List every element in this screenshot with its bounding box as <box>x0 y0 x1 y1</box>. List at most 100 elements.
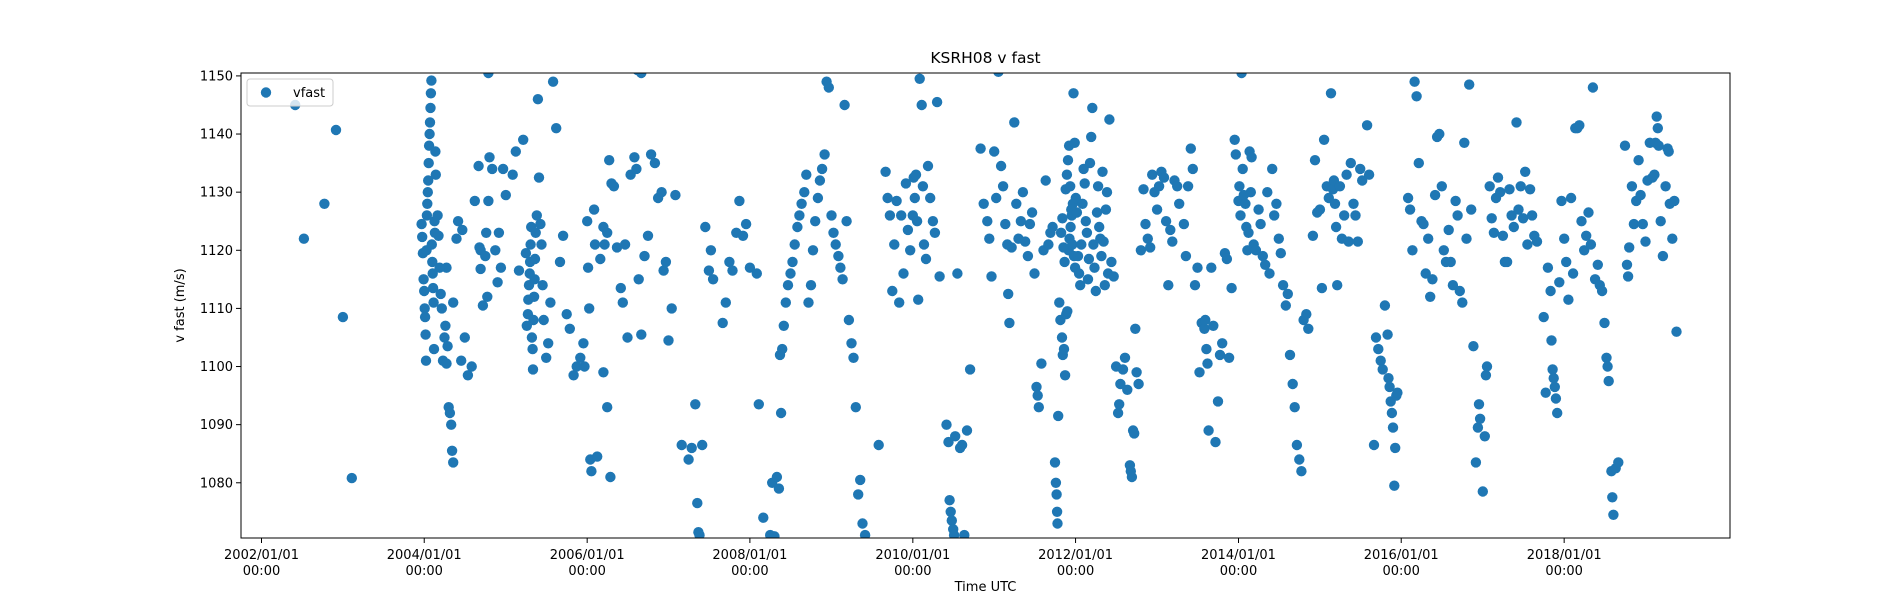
data-point <box>1253 204 1264 215</box>
data-point <box>1357 175 1368 186</box>
data-point <box>599 239 610 250</box>
data-point <box>1004 317 1015 329</box>
data-point <box>448 297 459 308</box>
data-point <box>1495 187 1506 198</box>
data-point <box>1447 280 1459 291</box>
data-point <box>1119 352 1131 363</box>
data-point <box>1608 509 1619 520</box>
data-point <box>1567 268 1579 279</box>
data-point <box>1363 169 1375 180</box>
data-point <box>1427 274 1438 285</box>
data-point <box>1486 213 1497 224</box>
data-point <box>1153 181 1165 192</box>
data-point <box>1212 396 1224 407</box>
data-point <box>527 364 539 375</box>
data-point <box>1094 221 1105 233</box>
data-point <box>1488 227 1500 238</box>
data-point <box>1129 428 1140 439</box>
data-point <box>734 195 745 207</box>
data-point <box>446 445 458 456</box>
data-point <box>1262 187 1273 198</box>
data-point <box>1017 187 1029 198</box>
data-point <box>1576 216 1587 227</box>
data-point <box>589 239 601 250</box>
data-point <box>1065 181 1076 192</box>
data-point <box>1167 236 1178 247</box>
data-point <box>1660 181 1671 192</box>
data-point <box>850 402 861 413</box>
x-tick-label-time: 00:00 <box>731 564 768 579</box>
data-point <box>604 155 615 166</box>
data-point <box>1056 332 1068 343</box>
data-point <box>1122 384 1133 395</box>
data-point <box>782 280 794 291</box>
data-point <box>666 303 677 314</box>
data-point <box>843 314 855 326</box>
data-point <box>1284 349 1296 361</box>
data-point <box>426 239 437 250</box>
data-point <box>529 274 540 285</box>
data-point <box>658 265 669 276</box>
data-point <box>298 233 310 244</box>
data-point <box>1596 285 1608 297</box>
data-point <box>828 227 839 238</box>
data-point <box>1050 477 1062 488</box>
data-point <box>435 288 446 300</box>
data-point <box>1377 364 1388 375</box>
data-point <box>1548 373 1559 384</box>
data-point <box>780 297 791 308</box>
data-point <box>778 320 789 331</box>
data-point <box>1436 181 1448 192</box>
chart-title: KSRH08 v fast <box>930 49 1040 67</box>
data-point <box>1174 198 1185 209</box>
data-point <box>1140 218 1151 230</box>
data-point <box>1019 236 1031 247</box>
data-point <box>1203 425 1214 436</box>
data-point <box>419 311 431 323</box>
data-point <box>823 82 834 93</box>
y-tick-label: 1090 <box>200 418 233 433</box>
data-point <box>427 268 438 279</box>
data-point <box>1210 436 1221 448</box>
data-point <box>1240 198 1251 209</box>
data-point <box>579 361 590 372</box>
data-point <box>475 263 486 275</box>
data-point <box>532 94 544 105</box>
data-point <box>1481 361 1493 372</box>
data-point <box>418 274 429 285</box>
data-point <box>421 210 433 221</box>
data-point <box>1524 184 1536 195</box>
data-point <box>1049 457 1061 468</box>
data-point <box>1559 233 1570 244</box>
data-point <box>1133 378 1144 390</box>
data-point <box>785 268 796 279</box>
data-point <box>1474 413 1486 424</box>
data-point <box>1418 218 1429 230</box>
data-point <box>1373 343 1384 355</box>
y-tick-label: 1120 <box>200 244 233 259</box>
data-point <box>1334 181 1346 192</box>
data-point <box>839 99 850 111</box>
data-point <box>707 274 719 285</box>
data-point <box>1180 250 1192 262</box>
data-point <box>801 169 812 180</box>
data-point <box>1226 282 1237 294</box>
data-point <box>1579 245 1590 256</box>
data-point <box>483 73 494 79</box>
data-point <box>444 407 456 419</box>
data-point <box>896 210 907 221</box>
x-tick-label-time: 00:00 <box>1220 564 1257 579</box>
data-point <box>436 303 447 314</box>
data-point <box>1382 329 1393 340</box>
data-point <box>1434 128 1445 140</box>
data-point <box>529 253 541 265</box>
data-point <box>346 472 357 484</box>
data-point <box>1100 204 1112 215</box>
data-point <box>1230 149 1242 160</box>
y-tick-label: 1140 <box>200 128 233 143</box>
data-point <box>1554 277 1565 288</box>
y-tick-label: 1110 <box>200 302 233 317</box>
data-point <box>582 216 593 227</box>
data-point <box>633 274 644 285</box>
data-point <box>1622 271 1634 282</box>
